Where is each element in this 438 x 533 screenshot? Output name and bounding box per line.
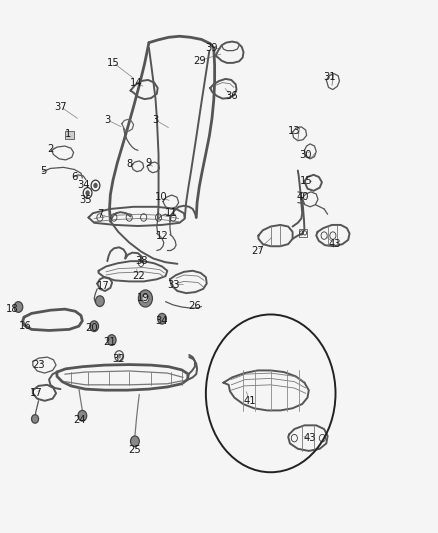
Circle shape (158, 313, 166, 324)
Text: 22: 22 (132, 271, 145, 281)
Text: 31: 31 (323, 72, 336, 82)
Text: 41: 41 (244, 396, 256, 406)
Text: 24: 24 (74, 415, 86, 425)
Text: 1: 1 (65, 130, 71, 139)
Text: 34: 34 (155, 316, 167, 326)
Text: 30: 30 (300, 150, 312, 159)
Text: 40: 40 (297, 192, 309, 202)
Circle shape (138, 290, 152, 307)
Circle shape (142, 294, 149, 303)
Text: 38: 38 (135, 256, 147, 266)
Text: 19: 19 (137, 294, 150, 303)
Text: 43: 43 (304, 433, 316, 443)
Text: 27: 27 (251, 246, 264, 255)
Text: 8: 8 (127, 159, 133, 169)
Text: 21: 21 (103, 337, 116, 347)
Circle shape (32, 415, 39, 423)
Text: 32: 32 (112, 354, 124, 364)
Text: 18: 18 (6, 304, 18, 314)
Text: 9: 9 (146, 158, 152, 168)
Text: 15: 15 (300, 176, 313, 186)
Text: 17: 17 (29, 389, 42, 398)
Text: 36: 36 (225, 91, 237, 101)
Text: 15: 15 (107, 58, 120, 68)
Text: 17: 17 (96, 281, 110, 291)
Text: 23: 23 (32, 360, 45, 369)
Text: 14: 14 (131, 78, 143, 88)
Circle shape (117, 353, 121, 359)
Circle shape (14, 302, 23, 312)
Text: 26: 26 (188, 302, 201, 311)
Text: 43: 43 (328, 239, 341, 248)
Text: 34: 34 (77, 181, 89, 190)
Text: 11: 11 (164, 208, 177, 218)
Text: 29: 29 (193, 56, 206, 66)
Text: 6: 6 (71, 172, 78, 182)
Bar (65, 131, 74, 139)
Text: 10: 10 (155, 192, 167, 202)
Text: 13: 13 (288, 126, 300, 136)
Text: 16: 16 (19, 321, 32, 331)
Circle shape (93, 183, 98, 188)
Circle shape (85, 190, 90, 196)
Text: 3: 3 (152, 115, 159, 125)
Text: 2: 2 (47, 144, 53, 154)
Text: 25: 25 (128, 445, 141, 455)
Text: 7: 7 (98, 209, 104, 219)
Text: 5: 5 (40, 166, 46, 175)
Circle shape (107, 335, 116, 345)
Text: 39: 39 (206, 43, 218, 53)
Text: 3: 3 (104, 115, 110, 125)
Bar (299, 229, 307, 237)
Text: 20: 20 (86, 324, 98, 333)
Circle shape (95, 296, 104, 306)
Circle shape (131, 436, 139, 447)
Text: 35: 35 (80, 196, 92, 205)
Text: 37: 37 (54, 102, 67, 111)
Circle shape (90, 321, 99, 332)
Text: 12: 12 (155, 231, 169, 240)
Text: 33: 33 (168, 280, 180, 289)
Circle shape (78, 410, 87, 421)
